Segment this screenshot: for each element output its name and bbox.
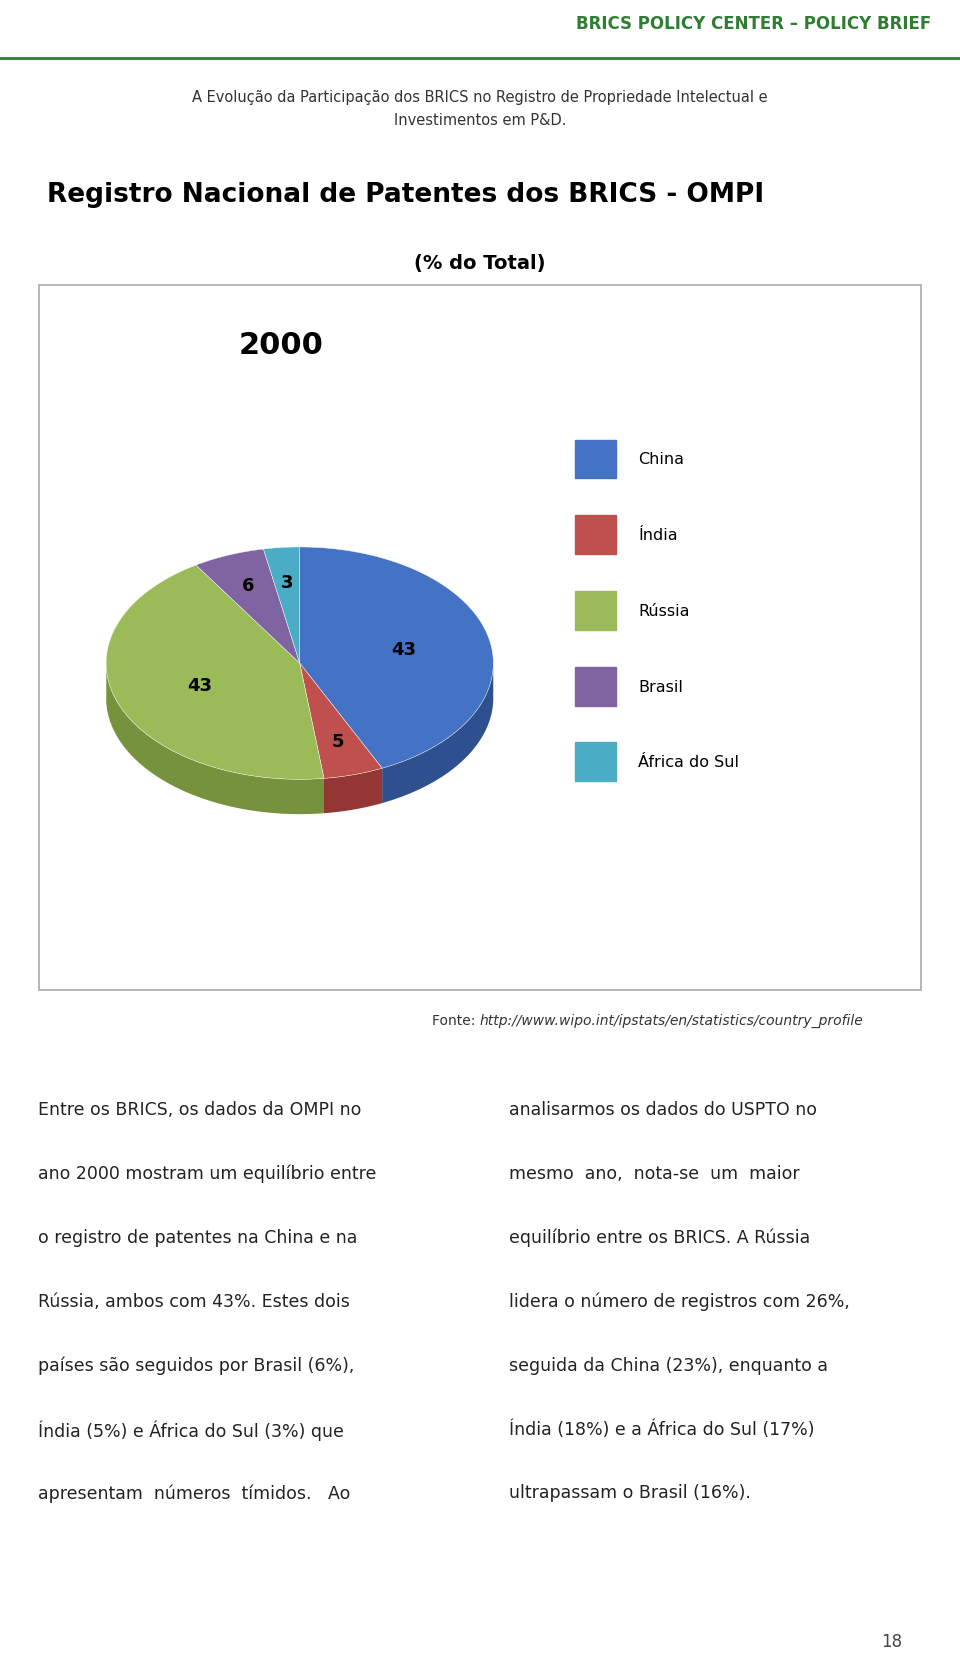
Text: equilíbrio entre os BRICS. A Rússia: equilíbrio entre os BRICS. A Rússia [509,1228,810,1247]
Text: 2000: 2000 [239,331,324,360]
Text: lidera o número de registros com 26%,: lidera o número de registros com 26%, [509,1292,850,1310]
Polygon shape [300,548,493,769]
Text: (% do Total): (% do Total) [415,254,545,272]
Polygon shape [196,549,300,664]
Text: 43: 43 [391,640,416,659]
Text: Índia: Índia [638,528,678,543]
Text: http://www.wipo.int/ipstats/en/statistics/country_profile: http://www.wipo.int/ipstats/en/statistic… [480,1013,864,1028]
Text: mesmo  ano,  nota-se  um  maior: mesmo ano, nota-se um maior [509,1164,800,1183]
Polygon shape [382,667,493,803]
Text: Rússia: Rússia [638,603,690,618]
Text: Índia (5%) e África do Sul (3%) que: Índia (5%) e África do Sul (3%) que [38,1420,345,1440]
Text: Registro Nacional de Patentes dos BRICS - OMPI: Registro Nacional de Patentes dos BRICS … [47,181,764,208]
Bar [575,667,616,706]
Bar [575,440,616,479]
Bar [575,591,616,630]
Text: China: China [638,452,684,467]
Text: Rússia, ambos com 43%. Estes dois: Rússia, ambos com 43%. Estes dois [38,1292,350,1310]
Text: ano 2000 mostram um equilíbrio entre: ano 2000 mostram um equilíbrio entre [38,1164,376,1183]
Text: apresentam  números  tímidos.   Ao: apresentam números tímidos. Ao [38,1483,350,1502]
Polygon shape [263,548,300,664]
Text: países são seguidos por Brasil (6%),: países são seguidos por Brasil (6%), [38,1356,355,1374]
Text: 3: 3 [280,575,293,591]
Text: Brasil: Brasil [638,679,684,694]
Polygon shape [324,769,382,813]
Text: 43: 43 [187,677,212,694]
Text: 5: 5 [331,732,344,751]
Text: Entre os BRICS, os dados da OMPI no: Entre os BRICS, os dados da OMPI no [38,1100,362,1119]
Text: analisarmos os dados do USPTO no: analisarmos os dados do USPTO no [509,1100,817,1119]
Text: A Evolução da Participação dos BRICS no Registro de Propriedade Intelectual e
In: A Evolução da Participação dos BRICS no … [192,89,768,128]
Text: 6: 6 [242,576,254,595]
Text: Fonte:: Fonte: [432,1013,480,1028]
Text: o registro de patentes na China e na: o registro de patentes na China e na [38,1228,358,1247]
Polygon shape [107,669,324,815]
Polygon shape [107,566,324,780]
Text: ultrapassam o Brasil (16%).: ultrapassam o Brasil (16%). [509,1483,751,1502]
Text: Índia (18%) e a África do Sul (17%): Índia (18%) e a África do Sul (17%) [509,1420,814,1438]
Bar [575,516,616,554]
Text: 18: 18 [881,1631,902,1650]
Text: BRICS POLICY CENTER – POLICY BRIEF: BRICS POLICY CENTER – POLICY BRIEF [576,15,931,34]
Bar [575,743,616,781]
Text: África do Sul: África do Sul [638,754,739,769]
FancyBboxPatch shape [39,286,921,991]
Polygon shape [300,664,382,780]
Text: seguida da China (23%), enquanto a: seguida da China (23%), enquanto a [509,1356,828,1374]
